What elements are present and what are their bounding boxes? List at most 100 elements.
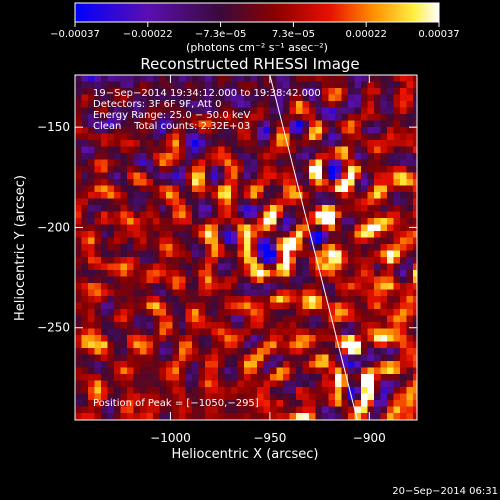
heatmap-cell [348,88,355,95]
heatmap-cell [179,289,186,297]
heatmap-cell [374,361,381,368]
heatmap-cell [244,185,251,193]
heatmap-cell [120,361,128,368]
heatmap-cell [185,224,193,232]
heatmap-cell [335,419,342,420]
heatmap-cell [133,348,141,355]
heatmap-cell [322,94,329,102]
heatmap-cell [114,133,121,141]
heatmap-cell [218,302,225,310]
heatmap-cell [322,192,329,199]
heatmap-cell [81,315,89,323]
heatmap-cell [348,283,355,290]
heatmap-cell [393,374,401,381]
heatmap-cell [224,315,232,323]
heatmap-cell [146,289,154,297]
heatmap-cell [159,244,167,251]
heatmap-cell [263,120,271,128]
heatmap-cell [309,107,316,115]
heatmap-cell [348,172,355,180]
heatmap-cell [153,75,160,82]
heatmap-cell [322,374,329,381]
heatmap-cell [250,120,258,128]
heatmap-cell [328,348,336,355]
heatmap-cell [374,354,381,362]
heatmap-cell [211,75,219,82]
heatmap-cell [185,257,193,264]
heatmap-cell [361,309,368,316]
heatmap-cell [309,309,316,316]
heatmap-cell [153,231,160,238]
heatmap-cell [302,94,310,102]
heatmap-cell [81,153,89,160]
heatmap-cell [328,107,336,115]
heatmap-cell [107,224,115,232]
heatmap-cell [172,120,180,128]
heatmap-cell [380,237,388,245]
heatmap-cell [146,133,154,141]
heatmap-cell [185,341,193,349]
heatmap-cell [231,302,238,310]
heatmap-cell [393,309,401,316]
heatmap-cell [179,179,186,186]
heatmap-cell [172,231,180,238]
heatmap-cell [406,263,414,271]
heatmap-cell [101,120,108,128]
heatmap-cell [276,218,284,225]
heatmap-cell [224,231,232,238]
heatmap-cell [315,413,323,420]
heatmap-cell [322,107,329,115]
heatmap-cell [185,81,193,89]
heatmap-cell [94,244,102,251]
heatmap-cell [263,237,271,245]
y-tick-label: −250 [37,321,70,335]
heatmap-cell [159,185,167,193]
heatmap-cell [198,231,206,238]
heatmap-cell [315,133,323,141]
heatmap-cell [218,270,225,277]
heatmap-cell [159,237,167,245]
heatmap-cell [354,406,362,414]
heatmap-cell [257,387,264,394]
heatmap-cell [322,283,329,290]
heatmap-cell [289,224,297,232]
heatmap-cell [380,159,388,167]
heatmap-cell [127,88,134,95]
heatmap-cell [250,179,258,186]
heatmap-cell [192,335,199,342]
heatmap-cell [101,231,108,238]
heatmap-cell [153,140,160,147]
heatmap-cell [140,231,147,238]
heatmap-cell [153,406,160,414]
heatmap-cell [153,328,160,336]
heatmap-cell [140,257,147,264]
heatmap-cell [354,75,362,82]
heatmap-cell [322,413,329,420]
heatmap-cell [172,328,180,336]
heatmap-cell [296,244,303,251]
heatmap-cell [270,146,277,154]
heatmap-cell [185,159,193,167]
heatmap-cell [244,406,251,414]
heatmap-cell [361,133,368,141]
heatmap-cell [250,361,258,368]
heatmap-cell [413,322,417,329]
heatmap-cell [94,374,102,381]
heatmap-cell [75,406,82,414]
heatmap-cell [107,101,115,108]
heatmap-cell [205,107,212,115]
heatmap-cell [328,341,336,349]
heatmap-cell [211,380,219,388]
heatmap-cell [88,302,95,310]
heatmap-cell [354,179,362,186]
heatmap-cell [81,94,89,102]
heatmap-cell [387,354,394,362]
heatmap-cell [387,172,394,180]
heatmap-cell [374,263,381,271]
heatmap-cell [146,211,154,219]
heatmap-cell [114,198,121,206]
heatmap-cell [400,257,407,264]
heatmap-cell [114,354,121,362]
heatmap-cell [250,374,258,381]
heatmap-cell [218,380,225,388]
